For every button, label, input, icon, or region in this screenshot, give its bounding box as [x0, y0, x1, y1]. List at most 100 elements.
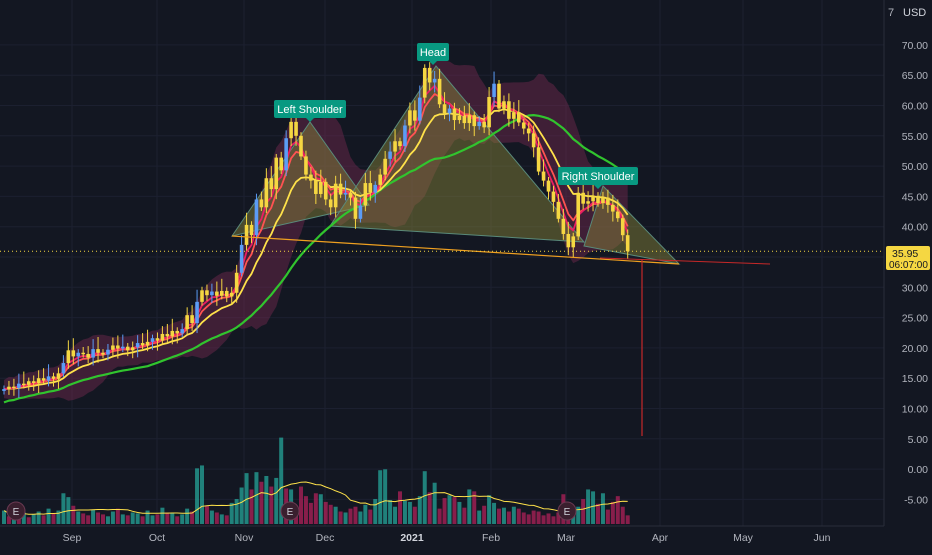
volume-bar [516, 508, 521, 524]
volume-bar [140, 516, 145, 524]
candle [561, 218, 566, 234]
candle [234, 272, 239, 293]
annotation-pointer [429, 61, 437, 65]
candle [71, 350, 76, 357]
candle [205, 290, 209, 296]
candle [22, 383, 26, 386]
volume-bar [546, 513, 551, 524]
candle [403, 125, 407, 147]
volume-bar [46, 508, 51, 524]
volume-bar [313, 493, 318, 524]
price-tick-label: 55.00 [902, 131, 928, 143]
currency-label[interactable]: USD [903, 7, 926, 19]
time-tick-label: Jun [814, 532, 831, 544]
candle [457, 115, 462, 121]
candle [17, 383, 21, 388]
candle [383, 158, 387, 175]
candle [338, 183, 343, 195]
volume-bar [150, 515, 155, 524]
volume-bar [105, 516, 110, 524]
time-axis[interactable] [0, 526, 932, 550]
volume-bar [86, 515, 91, 524]
volume-bar [125, 515, 130, 524]
volume-bar [482, 505, 487, 524]
candle [328, 199, 333, 208]
volume-bar [190, 511, 195, 524]
candle [492, 83, 496, 98]
candle [526, 128, 531, 134]
time-tick-label: Mar [557, 532, 576, 544]
candle [418, 97, 422, 121]
volume-bar [437, 508, 442, 524]
candle [620, 218, 625, 236]
candle [165, 333, 170, 337]
time-tick-label: Sep [63, 532, 82, 544]
volume-bar [373, 499, 378, 524]
volume-bar [323, 501, 328, 524]
volume-bar [625, 515, 630, 524]
candle [86, 353, 90, 358]
candle [398, 141, 402, 147]
candle [576, 192, 580, 237]
candle [41, 378, 46, 381]
candle [373, 184, 378, 193]
candle [185, 315, 189, 330]
candle [482, 121, 486, 128]
candle [447, 108, 452, 114]
price-tick-label: 25.00 [902, 313, 928, 325]
candle [591, 195, 595, 202]
candle [259, 199, 264, 208]
volume-bar [71, 505, 76, 524]
volume-bar [615, 496, 620, 524]
candle [180, 329, 184, 334]
volume-bar [531, 510, 536, 524]
candle [467, 115, 472, 124]
volume-bar [596, 503, 600, 524]
candle [309, 174, 313, 181]
volume-bar [417, 496, 422, 524]
volume-bar [180, 514, 185, 524]
candle [536, 147, 541, 172]
candle [101, 352, 105, 355]
volume-bar [120, 514, 125, 524]
price-tick-label: 60.00 [902, 101, 928, 113]
volume-bar [219, 514, 224, 524]
volume-bar [497, 508, 501, 524]
volume-bar [56, 510, 61, 524]
candle [477, 121, 481, 127]
time-axis-ticks: Sep Oct Nov Dec 2021 Feb Mar Apr May Jun [63, 532, 831, 544]
time-tick-label: Oct [149, 532, 165, 544]
volume-bar [343, 512, 348, 524]
volume-bar [209, 510, 214, 524]
volume-bar [506, 511, 511, 524]
annotation-pointer [594, 185, 602, 189]
candle [616, 211, 620, 219]
price-tick-label: 40.00 [902, 222, 928, 234]
volume-bar [452, 497, 457, 524]
candle [413, 110, 417, 121]
candle [210, 291, 214, 296]
volume-bar [363, 504, 368, 524]
volume-bar [605, 509, 610, 524]
candle [76, 352, 81, 357]
candle [145, 341, 150, 346]
candle [224, 290, 229, 297]
volume-bar [259, 481, 264, 524]
volume-bar [165, 512, 170, 524]
candle [160, 333, 165, 341]
candle [541, 171, 546, 181]
candle [606, 197, 610, 205]
volume-bar [462, 507, 467, 524]
volume-bar [432, 482, 437, 524]
volume-bar [591, 491, 596, 524]
candle [170, 330, 175, 337]
candle [625, 235, 630, 252]
volume-bar [269, 486, 274, 524]
time-tick-label: Feb [482, 532, 500, 544]
earnings-marker-label: E [564, 507, 571, 518]
candle [26, 381, 31, 385]
volume-bar [328, 504, 333, 524]
